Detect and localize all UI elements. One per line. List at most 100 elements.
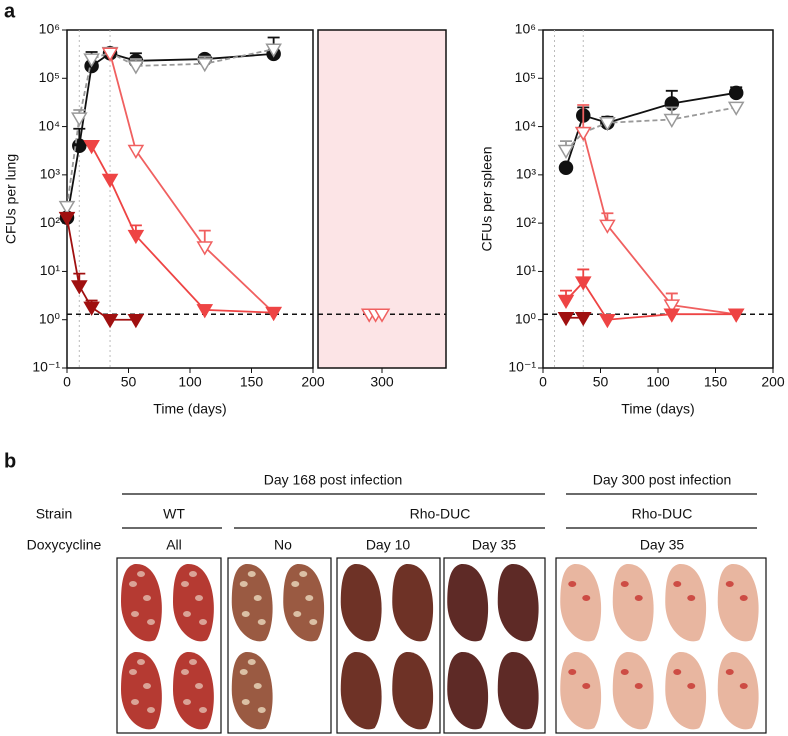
- marker: [557, 294, 575, 309]
- y-tick-label: 10³: [516, 166, 537, 182]
- marker: [101, 47, 119, 62]
- x-tick-label: 150: [704, 374, 728, 390]
- lesion: [181, 581, 189, 587]
- lesion: [131, 611, 139, 617]
- marker: [663, 308, 681, 323]
- lung-lobe: [392, 563, 434, 642]
- x-tick-label: 0: [63, 374, 71, 390]
- marker: [727, 308, 745, 323]
- marker: [727, 101, 745, 116]
- lesion: [673, 581, 682, 587]
- lesion: [568, 669, 577, 675]
- lesion: [687, 595, 696, 601]
- doxycycline-label: Day 35: [472, 537, 517, 553]
- y-tick-label: 10⁰: [515, 310, 537, 326]
- marker: [70, 112, 88, 127]
- lesion: [199, 707, 207, 713]
- doxycycline-label: Day 35: [640, 537, 685, 553]
- lesion: [257, 707, 266, 713]
- lesion: [131, 699, 139, 705]
- lesion: [247, 571, 256, 577]
- lesion: [568, 581, 577, 587]
- lung-lobe: [447, 563, 489, 642]
- lung-lobe: [340, 563, 382, 642]
- lesion: [739, 595, 748, 601]
- y-tick-label: 10²: [40, 214, 61, 230]
- lesion: [247, 659, 256, 665]
- lesion: [183, 611, 191, 617]
- marker: [728, 85, 744, 101]
- y-tick-label: 10⁴: [38, 117, 60, 133]
- y-tick-label: 10⁵: [515, 69, 536, 85]
- lesion: [147, 619, 155, 625]
- marker: [196, 304, 214, 319]
- lesion: [183, 699, 191, 705]
- lesion: [195, 595, 203, 601]
- marker: [599, 219, 616, 234]
- strain-label: WT: [163, 506, 185, 522]
- marker: [83, 301, 100, 316]
- marker: [574, 126, 592, 142]
- y-tick-label: 10⁻¹: [508, 359, 536, 375]
- marker: [599, 116, 616, 132]
- lesion: [309, 619, 318, 625]
- y-tick-label: 10⁰: [39, 310, 61, 326]
- lesion: [253, 683, 262, 689]
- lesion: [582, 595, 591, 601]
- marker: [599, 313, 616, 329]
- lesion: [195, 683, 203, 689]
- marker: [127, 60, 145, 75]
- lesion: [620, 669, 629, 675]
- strain-label: Rho-DUC: [632, 506, 693, 522]
- marker: [127, 144, 145, 159]
- lesion: [189, 659, 197, 665]
- x-tick-label: 300: [370, 374, 394, 390]
- x-tick-label: 150: [240, 374, 264, 390]
- marker: [196, 58, 214, 73]
- x-axis-label: Time (days): [621, 401, 694, 417]
- panel-label: b: [4, 450, 16, 472]
- lesion: [129, 581, 137, 587]
- marker: [574, 311, 592, 327]
- marker: [663, 113, 681, 129]
- lesion: [241, 699, 250, 705]
- series-line: [109, 53, 275, 314]
- marker: [83, 140, 100, 155]
- marker: [558, 160, 574, 176]
- lesion: [257, 619, 266, 625]
- lesion: [291, 581, 300, 587]
- lesion: [199, 619, 207, 625]
- lesion: [725, 581, 734, 587]
- marker: [557, 311, 575, 327]
- y-tick-label: 10¹: [40, 262, 61, 278]
- lesion: [143, 683, 151, 689]
- marker: [83, 53, 100, 68]
- x-tick-label: 100: [646, 374, 670, 390]
- y-tick-label: 10¹: [516, 262, 537, 278]
- marker: [101, 313, 119, 329]
- marker: [70, 280, 88, 295]
- y-tick-label: 10⁵: [39, 69, 60, 85]
- y-tick-label: 10⁶: [39, 21, 60, 37]
- x-tick-label: 50: [593, 374, 609, 390]
- marker: [265, 43, 282, 58]
- lesion: [241, 611, 250, 617]
- y-tick-label: 10³: [40, 166, 61, 182]
- lesion: [582, 683, 591, 689]
- lesion: [305, 595, 314, 601]
- marker: [58, 200, 76, 216]
- lung-lobe: [447, 651, 489, 730]
- y-tick-label: 10⁴: [514, 117, 536, 133]
- lesion: [239, 581, 248, 587]
- lesion: [634, 595, 643, 601]
- x-axis-label: Time (days): [153, 401, 226, 417]
- lung-lobe: [340, 651, 382, 730]
- lesion: [293, 611, 302, 617]
- x-tick-label: 200: [761, 374, 785, 390]
- marker: [557, 144, 575, 159]
- y-tick-label: 10⁻¹: [32, 359, 60, 375]
- lesion: [129, 669, 137, 675]
- marker: [127, 313, 145, 329]
- lung-lobe: [497, 651, 539, 730]
